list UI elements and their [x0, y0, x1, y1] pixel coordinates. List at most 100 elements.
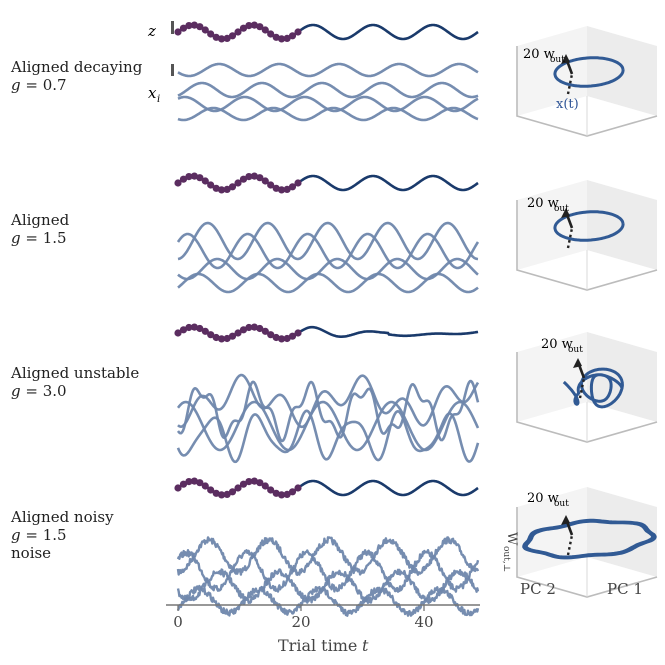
inset-1-box-edges: [516, 46, 658, 137]
neuron-trace-subscript: i: [157, 94, 160, 105]
inset-3-left-pane: [517, 332, 587, 422]
neuron-trace-row-2-1: [177, 221, 479, 261]
target-dot-row-3: [261, 327, 269, 335]
x-tick-label-20: 20: [291, 613, 310, 631]
x-tick-label-40: 40: [414, 613, 433, 631]
row-4-g-value: = 1.5: [25, 526, 67, 544]
target-dot-row-4: [245, 478, 253, 486]
x-axis-variable: t: [362, 636, 369, 655]
target-dot-row-4: [190, 477, 198, 485]
target-dot-row-1: [228, 32, 237, 40]
inset-1-w-sub: out: [550, 55, 565, 65]
row-1-title: Aligned decaying: [11, 58, 143, 76]
inset-2-left-pane: [517, 180, 587, 270]
target-dot-row-4: [196, 479, 204, 487]
row-label-3: Aligned unstable g = 3.0: [11, 364, 139, 400]
output-trace-label: z: [147, 22, 156, 40]
row-3-title: Aligned unstable: [11, 364, 140, 382]
target-dot-row-3: [256, 324, 264, 333]
inset-4-perp-label: W: [504, 532, 519, 546]
row-label-2: Aligned g = 1.5: [11, 211, 69, 247]
inset-4: [516, 487, 658, 598]
row-3-g-value: = 3.0: [25, 382, 67, 400]
inset-4-trajectory: [522, 518, 657, 560]
target-dot-row-4: [234, 484, 242, 492]
target-dot-row-1: [256, 23, 264, 31]
target-dot-row-3: [218, 335, 226, 343]
target-dot-row-1: [196, 23, 204, 31]
neuron-trace-row-2-4: [177, 272, 479, 294]
target-dot-row-1: [283, 34, 291, 43]
target-dot-row-4: [228, 488, 237, 496]
target-dot-row-3: [223, 334, 231, 343]
target-dot-row-1: [185, 22, 193, 30]
target-dot-row-3: [212, 333, 220, 342]
target-dot-row-4: [223, 490, 231, 498]
target-dot-row-1: [174, 28, 182, 36]
target-dot-row-2: [223, 185, 231, 193]
target-dot-row-3: [272, 333, 280, 342]
inset-4-pc2-label: PC 2: [520, 580, 556, 598]
target-dot-row-3: [278, 335, 286, 343]
neuron-trace-row-3-2: [176, 379, 480, 443]
trace-panels: [174, 21, 480, 617]
target-dot-row-4: [201, 482, 209, 490]
target-dot-row-4: [250, 477, 258, 485]
row-2-title: Aligned: [11, 211, 70, 229]
target-dot-row-4: [261, 482, 269, 490]
target-dot-row-4: [212, 489, 220, 497]
neuron-trace-row-2-2: [176, 232, 480, 270]
target-dot-row-2: [250, 172, 258, 180]
target-dot-row-2: [288, 183, 297, 191]
inset-3-wout-arrowhead: [573, 358, 582, 368]
neuron-trace-row-1-1: [177, 62, 479, 78]
target-dot-row-1: [218, 35, 226, 43]
inset-4-wout-arrowhead: [561, 515, 570, 525]
target-dot-row-4: [185, 478, 193, 486]
target-dot-row-2: [239, 175, 248, 183]
target-dot-row-2: [179, 175, 188, 183]
inset-4-left-pane: [517, 487, 587, 577]
inset-2: [516, 180, 658, 291]
target-dot-row-1: [250, 21, 258, 29]
neuron-trace-row-4-4: [176, 584, 480, 617]
inset-4-perp-sub: out,⊥: [501, 546, 511, 572]
target-dot-row-3: [288, 332, 297, 340]
target-dot-row-2: [245, 173, 253, 181]
target-dot-row-3: [245, 323, 253, 332]
inset-1-x-label: x(t): [556, 97, 579, 112]
target-dot-row-3: [201, 327, 209, 335]
inset-2-projection: [566, 227, 574, 249]
inset-3-box-edges: [516, 352, 658, 443]
target-dot-row-2: [294, 179, 302, 187]
target-dot-row-2: [212, 184, 220, 192]
target-dot-row-1: [190, 21, 198, 29]
target-dot-row-1: [261, 26, 269, 34]
target-dot-row-2: [228, 183, 237, 191]
target-dot-row-2: [196, 174, 204, 182]
row-4-g-symbol: g: [11, 526, 21, 544]
target-dot-row-4: [288, 488, 297, 496]
target-dot-row-1: [179, 24, 188, 32]
neuron-trace-row-1-4: [177, 106, 479, 122]
target-dot-row-4: [218, 491, 226, 499]
target-dot-row-3: [228, 332, 237, 340]
target-dot-row-1: [245, 22, 253, 30]
target-dot-row-4: [278, 491, 286, 499]
state-space-insets: [516, 26, 658, 598]
target-dot-row-2: [201, 177, 209, 185]
inset-4-projection: [566, 534, 574, 556]
target-dot-row-2: [267, 181, 275, 189]
target-dot-row-3: [267, 331, 275, 339]
inset-1-trajectory: [553, 56, 625, 88]
target-dot-row-1: [223, 34, 231, 43]
target-dot-row-3: [294, 329, 302, 337]
neuron-scale-bar: [171, 64, 174, 76]
target-dot-row-1: [234, 28, 242, 36]
inset-1-left-pane: [517, 26, 587, 116]
neuron-trace-label: x: [148, 84, 157, 102]
target-dot-row-1: [207, 30, 215, 38]
row-label-4: Aligned noisy g = 1.5 noise: [11, 508, 114, 562]
inset-2-w-sub: out: [554, 204, 569, 214]
